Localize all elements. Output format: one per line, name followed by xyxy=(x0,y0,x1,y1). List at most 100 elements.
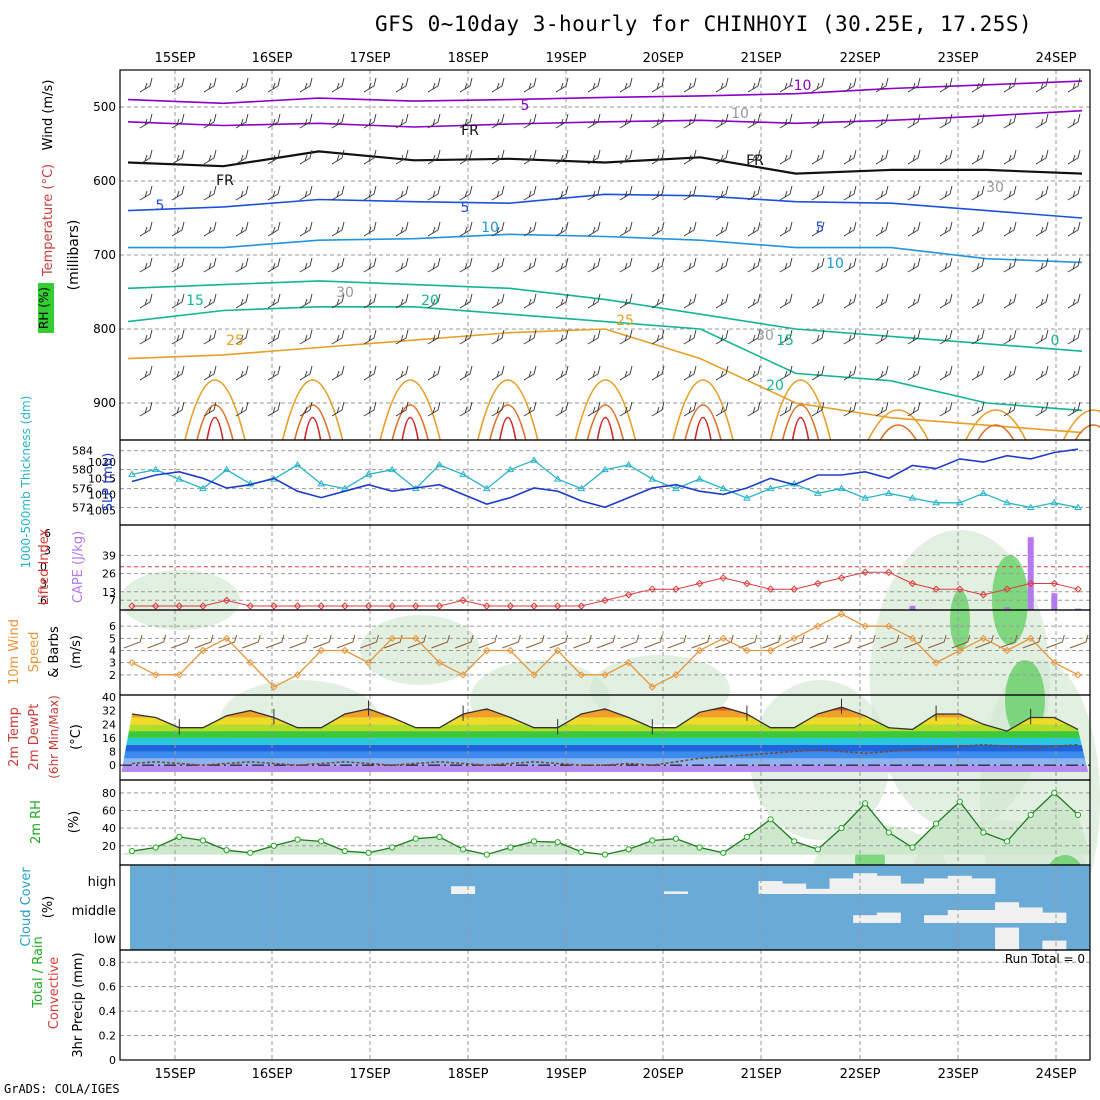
li-point xyxy=(790,585,798,593)
wind-barb xyxy=(811,149,825,165)
contour-label: 30 xyxy=(986,180,1004,196)
wind-barb xyxy=(139,113,153,129)
li-point xyxy=(553,602,562,610)
thickness-point xyxy=(459,470,467,477)
wind-barb xyxy=(619,149,633,165)
wind-barb xyxy=(139,293,153,309)
wind-ytick: 2 xyxy=(109,669,116,682)
wind-speed-point xyxy=(530,671,538,679)
li-point xyxy=(1050,579,1059,588)
contour-label: 25 xyxy=(616,313,634,329)
wind-barb xyxy=(811,221,825,237)
wind-speed-point xyxy=(1026,634,1035,643)
wind-barb xyxy=(747,293,761,309)
wind-barb xyxy=(139,329,153,345)
wind-barb xyxy=(651,113,665,129)
wind-barb xyxy=(203,185,217,201)
wind-barb xyxy=(235,293,249,309)
wind-barb xyxy=(395,329,409,345)
thickness-point xyxy=(506,465,515,473)
wind-barb xyxy=(171,257,185,273)
wind-barb xyxy=(235,329,249,345)
slp-ytick: 1005 xyxy=(88,505,116,518)
wind-barb xyxy=(811,185,825,201)
wind-barb xyxy=(267,221,281,237)
rh-point xyxy=(176,833,183,841)
wind-barb xyxy=(619,77,633,93)
bottom-day-label: 16SEP xyxy=(252,1067,293,1082)
cloud-cell-high xyxy=(758,881,783,894)
top-day-label: 22SEP xyxy=(840,51,881,66)
cloud-cell-middle xyxy=(1042,912,1067,923)
wind-barb xyxy=(363,329,377,345)
contour-label: 15 xyxy=(776,333,794,349)
rh-legend-swatch xyxy=(38,283,54,333)
temp-band xyxy=(120,717,1090,725)
slp-ytick: 1015 xyxy=(88,472,116,485)
wind-barb xyxy=(875,401,889,417)
wind-barb xyxy=(395,293,409,309)
li-point xyxy=(246,602,254,610)
temp-ytick: 40 xyxy=(102,691,116,704)
wind-barb-10m xyxy=(998,634,1018,649)
rh-shade xyxy=(590,655,730,725)
rh-point xyxy=(436,833,443,841)
wind-barb xyxy=(427,185,441,201)
contour-30-arch xyxy=(781,404,820,441)
wind-barb xyxy=(459,185,473,201)
cloud-cell-middle xyxy=(1018,907,1043,923)
wind-barb xyxy=(1067,149,1081,165)
contour-label: 10 xyxy=(826,256,844,272)
thickness-point xyxy=(175,475,184,482)
wind-speed-point xyxy=(601,671,609,679)
precip-label-3: 3hr Precip (mm) xyxy=(71,952,86,1057)
top-day-label: 17SEP xyxy=(350,51,391,66)
wind-barb xyxy=(235,149,249,165)
wind-barb xyxy=(587,401,601,417)
rh-point xyxy=(247,849,254,856)
wind-barb xyxy=(459,221,473,237)
wind-speed-point xyxy=(979,634,988,643)
thickness-point xyxy=(388,465,397,473)
wind-barb xyxy=(363,149,377,165)
rh-point xyxy=(578,848,585,856)
wind-barb xyxy=(1035,77,1049,93)
wind-barb xyxy=(907,221,921,237)
wind-speed-point xyxy=(222,634,231,643)
wind-barb xyxy=(619,113,633,129)
wind-barb xyxy=(843,365,857,381)
li-point xyxy=(128,602,136,610)
wind-barb xyxy=(843,185,857,201)
contour-label: 20 xyxy=(766,378,784,394)
wind-barb xyxy=(811,401,825,417)
wind-barb xyxy=(779,149,793,165)
cloud-row-label: high xyxy=(88,875,116,890)
wind-barb xyxy=(651,401,665,417)
thickness-point xyxy=(743,494,751,501)
wind-barb xyxy=(203,401,217,417)
contour-25 xyxy=(127,328,1083,434)
contour-label: 10 xyxy=(481,220,499,236)
wind-barb xyxy=(907,329,921,345)
temp-label-1: 2m Temp xyxy=(7,707,22,767)
wind-barb xyxy=(363,113,377,129)
wind-barb xyxy=(619,329,633,345)
rh-point xyxy=(885,829,892,836)
wind-speed-point xyxy=(695,646,704,655)
wind-barb xyxy=(779,185,793,201)
wind-barb xyxy=(843,293,857,309)
wind-barb xyxy=(459,329,473,345)
contour-25-arch xyxy=(477,379,539,441)
wind-barb xyxy=(331,77,345,93)
wind-speed-point xyxy=(1003,646,1011,655)
rh-axis-label: RH (%) xyxy=(37,287,51,329)
li-point xyxy=(341,602,349,610)
wind-barb xyxy=(299,221,313,237)
wind-barb-10m xyxy=(904,634,923,649)
wind-barb xyxy=(267,365,281,381)
li-point xyxy=(719,574,727,582)
contour-25-arch xyxy=(769,379,832,441)
wind-barb xyxy=(395,221,409,237)
contour-15 xyxy=(127,280,1083,352)
wind-barb xyxy=(907,77,921,93)
